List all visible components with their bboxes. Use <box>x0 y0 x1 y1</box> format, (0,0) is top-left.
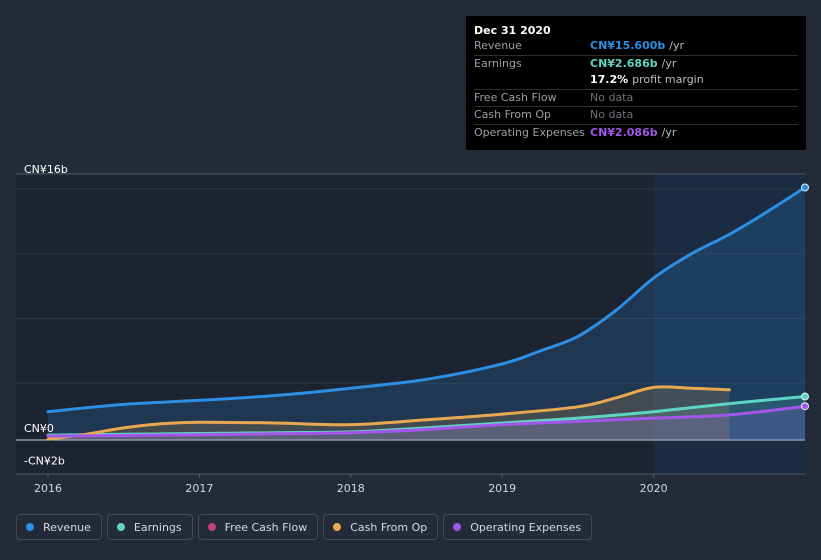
tooltip-row-opex: Operating Expenses CN¥2.086b /yr <box>474 123 798 142</box>
tooltip-label: Revenue <box>474 39 522 52</box>
series-area-operating-expenses <box>48 406 805 440</box>
legend-label: Revenue <box>43 520 91 534</box>
tooltip-unit: profit margin <box>632 73 704 87</box>
legend-revenue[interactable]: Revenue <box>16 514 102 540</box>
series-end-marker-revenue <box>801 183 809 192</box>
tooltip-row-earnings: Earnings CN¥2.686b /yr <box>474 54 798 73</box>
tooltip-value: No data <box>590 108 634 122</box>
legend-dot-icon <box>116 523 125 531</box>
legend-label: Earnings <box>133 520 182 534</box>
series-line-cash-from-op <box>46 385 731 441</box>
series-end-marker-operating-expenses <box>801 402 809 411</box>
series-line-revenue <box>46 186 807 414</box>
x-tick-label: 2018 <box>337 482 365 495</box>
legend-dot-icon <box>26 523 34 531</box>
tooltip-row-cfo: Cash From Op No data <box>474 106 798 124</box>
legend-label: Operating Expenses <box>470 520 582 534</box>
tooltip-label: Operating Expenses <box>474 125 585 139</box>
tooltip-value: CN¥2.686b <box>590 56 658 70</box>
tooltip-value: CN¥2.086b <box>590 125 658 139</box>
tooltip-unit: /yr <box>661 125 677 139</box>
y-tick-label: CN¥0 <box>24 422 54 435</box>
x-tick-label: 2020 <box>640 482 668 495</box>
legend-label: Cash From Op <box>350 520 428 534</box>
series-area-cash-from-op <box>48 386 730 440</box>
highlight-region <box>653 174 805 474</box>
tooltip-value: 17.2% <box>590 73 629 87</box>
legend-free-cash-flow[interactable]: Free Cash Flow <box>197 514 319 540</box>
legend-dot-icon <box>333 523 342 531</box>
series-end-marker-earnings <box>801 392 809 401</box>
tooltip-row-profit-margin: 17.2% profit margin <box>474 72 798 89</box>
legend-label: Free Cash Flow <box>224 520 308 534</box>
tooltip-unit: /yr <box>669 39 685 52</box>
x-tick-label: 2019 <box>488 482 516 495</box>
tooltip-row-revenue: Revenue CN¥15.600b /yr <box>474 38 798 55</box>
tooltip-value: No data <box>590 90 634 104</box>
data-tooltip: Dec 31 2020 Revenue CN¥15.600b /yr Earni… <box>466 16 806 150</box>
x-tick-label: 2016 <box>34 482 62 495</box>
y-tick-label: CN¥16b <box>24 163 68 176</box>
tooltip-unit: /yr <box>661 56 677 70</box>
y-tick-label: -CN¥2b <box>24 454 65 467</box>
series-area-earnings <box>48 396 805 440</box>
tooltip-label: Earnings <box>474 56 522 70</box>
series-area-revenue <box>48 187 805 440</box>
chart-legend: Revenue Earnings Free Cash Flow Cash Fro… <box>16 514 597 540</box>
tooltip-value: CN¥15.600b <box>590 39 666 52</box>
legend-cash-from-op[interactable]: Cash From Op <box>323 514 439 540</box>
legend-earnings[interactable]: Earnings <box>106 514 193 540</box>
tooltip-row-fcf: Free Cash Flow No data <box>474 88 798 107</box>
tooltip-label: Cash From Op <box>474 108 552 122</box>
legend-dot-icon <box>453 523 462 531</box>
tooltip-date: Dec 31 2020 <box>474 24 551 37</box>
legend-operating-expenses[interactable]: Operating Expenses <box>443 514 593 540</box>
tooltip-label: Free Cash Flow <box>474 90 557 104</box>
x-tick-label: 2017 <box>185 482 213 495</box>
legend-dot-icon <box>207 523 216 531</box>
series-line-operating-expenses <box>46 404 807 438</box>
